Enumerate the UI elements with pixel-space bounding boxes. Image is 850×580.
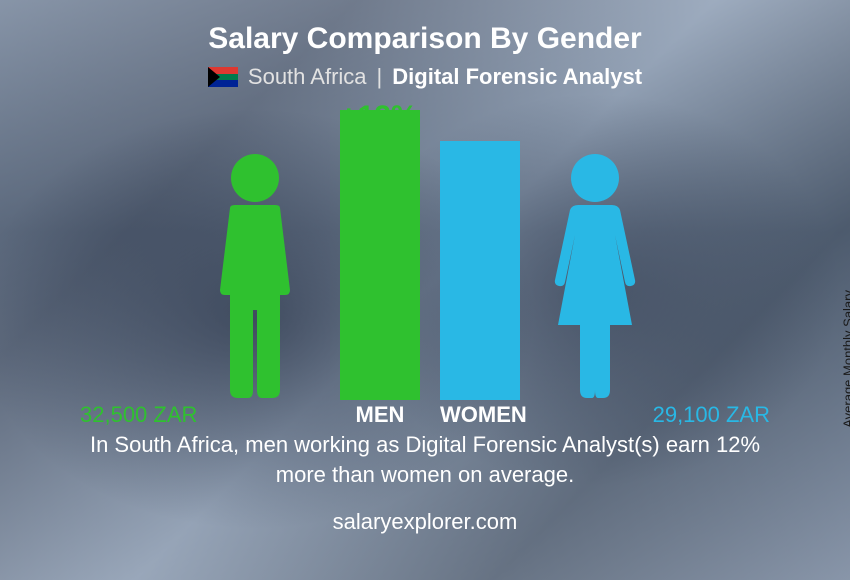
footer-source: salaryexplorer.com xyxy=(40,509,810,535)
chart-area: +12% MEN WOMEN 32,500 ZAR 29,100 ZAR xyxy=(40,100,810,430)
infographic-container: Salary Comparison By Gender South Africa… xyxy=(0,0,850,580)
female-person-icon xyxy=(540,150,650,400)
page-title: Salary Comparison By Gender xyxy=(40,22,810,56)
y-axis-label: Average Monthly Salary xyxy=(841,290,850,428)
women-bar xyxy=(440,141,520,400)
south-africa-flag-icon xyxy=(208,67,238,87)
divider-pipe: | xyxy=(377,64,383,90)
role-label: Digital Forensic Analyst xyxy=(392,64,642,90)
summary-text: In South Africa, men working as Digital … xyxy=(40,430,810,489)
men-bar-label: MEN xyxy=(340,402,420,428)
country-label: South Africa xyxy=(248,64,367,90)
subtitle-row: South Africa | Digital Forensic Analyst xyxy=(40,64,810,90)
women-salary-label: 29,100 ZAR xyxy=(653,402,770,428)
women-bar-label: WOMEN xyxy=(440,402,520,428)
male-person-icon xyxy=(200,150,310,400)
men-salary-label: 32,500 ZAR xyxy=(80,402,197,428)
men-bar xyxy=(340,110,420,400)
